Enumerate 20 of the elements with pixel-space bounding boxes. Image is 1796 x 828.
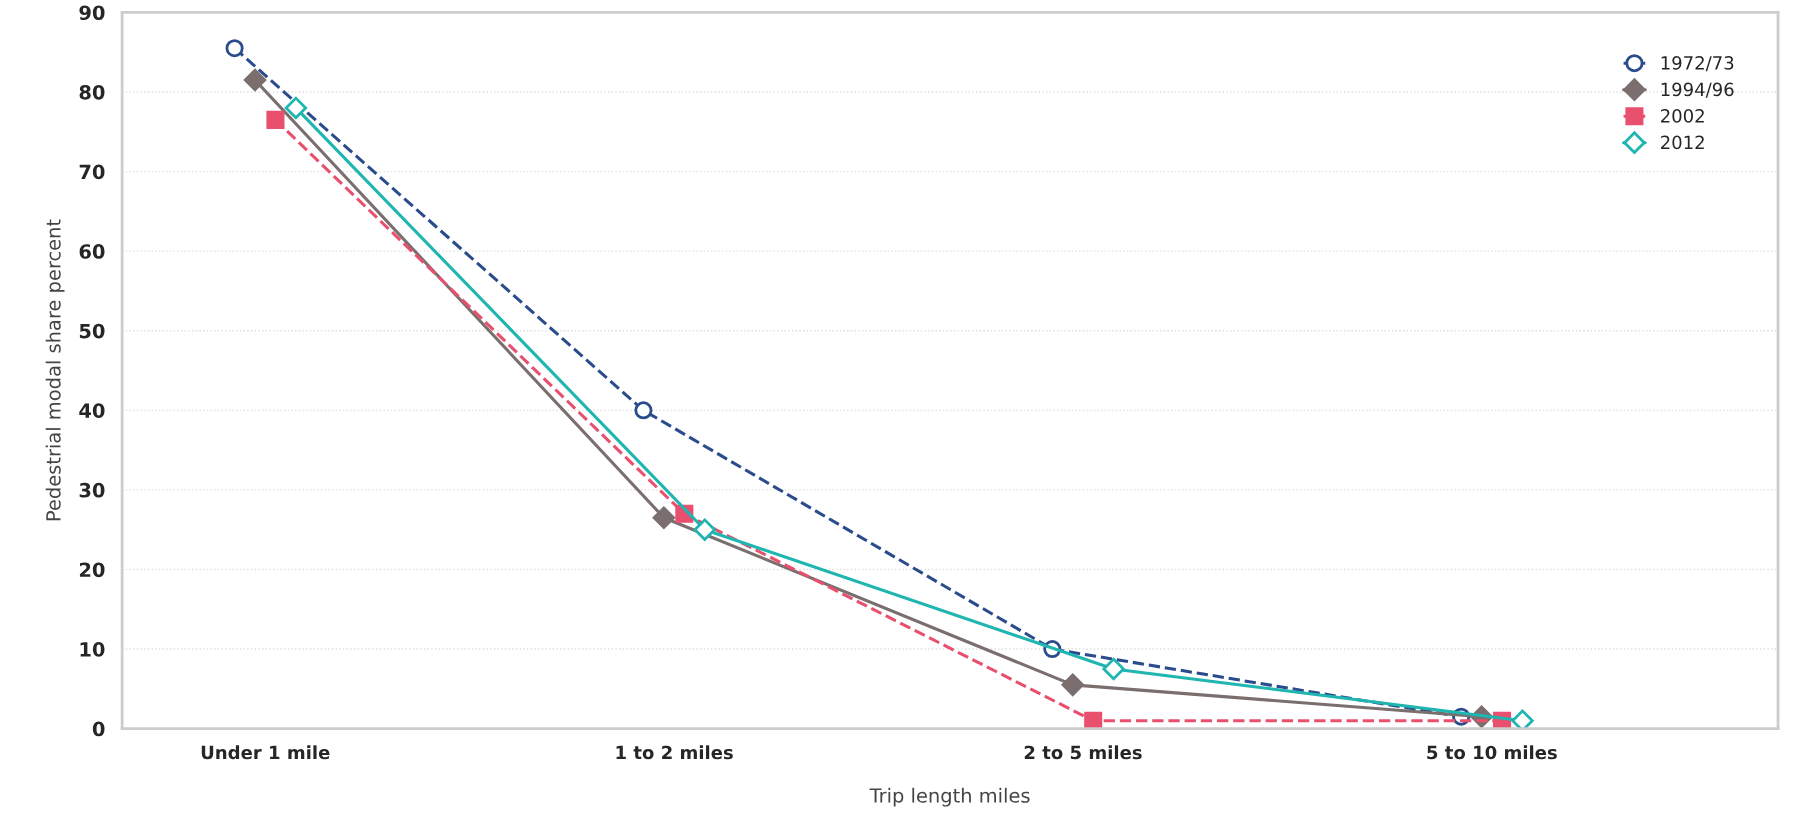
x-axis-title: Trip length miles: [869, 787, 1030, 807]
y-tick-label: 40: [79, 403, 105, 418]
y-axis-title: Pedestrial modal share percent: [45, 219, 65, 521]
x-tick-label: Under 1 mile: [201, 745, 330, 760]
y-tick-label: 70: [79, 164, 105, 180]
legend-label: 2002: [1661, 109, 1704, 123]
y-tick-label: 20: [79, 562, 105, 578]
y-tick-label: 0: [92, 721, 105, 737]
y-tick-label: 60: [79, 244, 105, 259]
y-tick-label: 50: [79, 323, 105, 339]
y-tick-label: 80: [79, 84, 105, 100]
legend-label: 1994/96: [1661, 82, 1734, 98]
legend-label: 1972/73: [1661, 56, 1734, 72]
legend-label: 2012: [1661, 135, 1704, 150]
y-tick-label: 30: [79, 482, 105, 498]
x-tick-label: 2 to 5 miles: [1024, 745, 1142, 760]
x-tick-label: 1 to 2 miles: [616, 745, 733, 760]
y-tick-label: 10: [80, 642, 105, 657]
y-tick-label: 90: [79, 5, 105, 21]
x-tick-label: 5 to 10 miles: [1427, 745, 1557, 760]
